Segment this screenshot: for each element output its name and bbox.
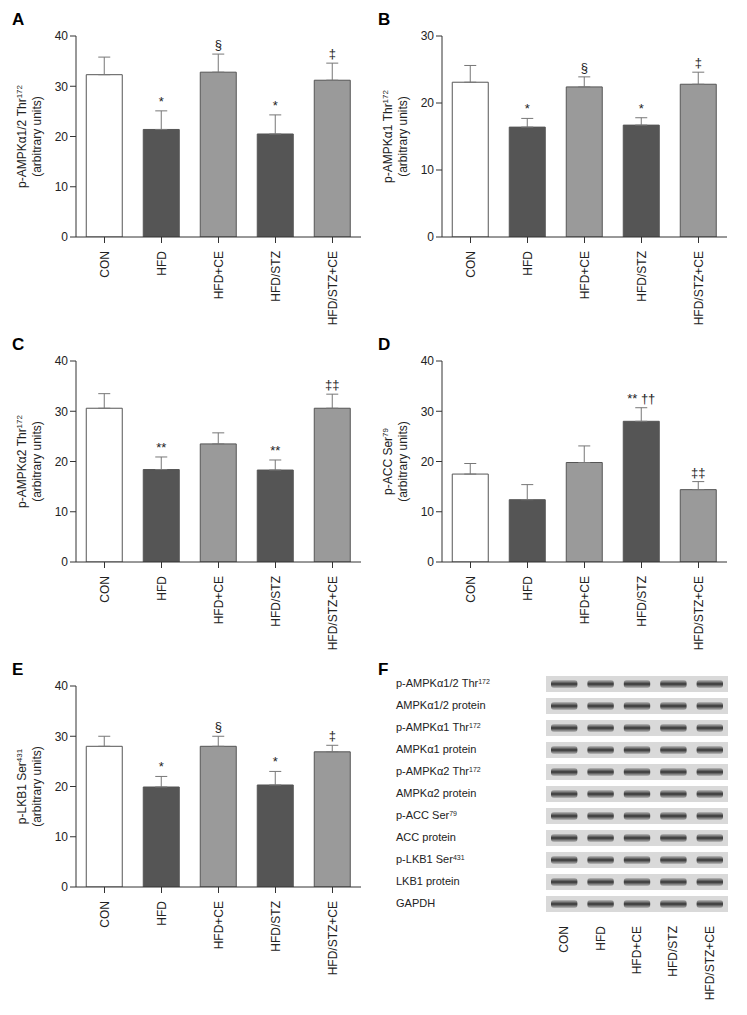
svg-text:HFD/STZ+CE: HFD/STZ+CE xyxy=(326,901,340,975)
svg-text:**: ** xyxy=(270,443,280,458)
svg-text:**: ** xyxy=(156,440,166,455)
svg-text:*: * xyxy=(525,101,530,116)
svg-text:‡: ‡ xyxy=(329,728,336,743)
svg-text:40: 40 xyxy=(55,29,69,43)
svg-text:AMPKα1/2 protein: AMPKα1/2 protein xyxy=(396,699,486,711)
svg-text:CON: CON xyxy=(464,251,478,278)
svg-text:p-AMPKα2 Thr172(arbitrary unit: p-AMPKα2 Thr172(arbitrary units) xyxy=(15,414,45,508)
svg-text:p-AMPKα1 Thr172: p-AMPKα1 Thr172 xyxy=(396,721,481,733)
svg-text:20: 20 xyxy=(55,780,69,794)
svg-text:0: 0 xyxy=(427,230,434,244)
svg-text:p-ACC Ser79(arbitrary units): p-ACC Ser79(arbitrary units) xyxy=(381,421,411,502)
svg-text:40: 40 xyxy=(55,354,69,368)
svg-text:20: 20 xyxy=(421,96,435,110)
svg-text:HFD+CE: HFD+CE xyxy=(212,576,226,624)
svg-text:*: * xyxy=(159,94,164,109)
svg-text:CON: CON xyxy=(98,576,112,603)
svg-text:§: § xyxy=(581,60,588,75)
svg-text:*: * xyxy=(273,98,278,113)
svg-text:20: 20 xyxy=(55,455,69,469)
svg-text:HFD: HFD xyxy=(155,576,169,601)
svg-text:40: 40 xyxy=(421,354,435,368)
html-text:C: C xyxy=(12,335,25,354)
svg-text:HFD/STZ: HFD/STZ xyxy=(269,251,283,302)
svg-text:30: 30 xyxy=(55,405,69,419)
svg-text:10: 10 xyxy=(421,505,435,519)
svg-text:CON: CON xyxy=(464,576,478,603)
svg-text:HFD: HFD xyxy=(155,251,169,276)
svg-text:*: * xyxy=(273,754,278,769)
svg-text:HFD: HFD xyxy=(521,251,535,276)
svg-text:HFD+CE: HFD+CE xyxy=(578,251,592,299)
svg-text:10: 10 xyxy=(55,505,69,519)
svg-text:§: § xyxy=(215,719,222,734)
svg-text:HFD: HFD xyxy=(521,576,535,601)
svg-text:AMPKα2 protein: AMPKα2 protein xyxy=(396,787,476,799)
svg-text:HFD/STZ+CE: HFD/STZ+CE xyxy=(692,576,706,650)
html-text:F: F xyxy=(378,660,389,679)
svg-text:‡: ‡ xyxy=(329,46,336,61)
svg-text:HFD/STZ: HFD/STZ xyxy=(269,576,283,627)
svg-text:p-LKB1 Ser431(arbitrary units): p-LKB1 Ser431(arbitrary units) xyxy=(15,746,45,827)
svg-text:CON: CON xyxy=(557,926,571,953)
svg-text:HFD+CE: HFD+CE xyxy=(630,926,644,974)
svg-text:HFD/STZ: HFD/STZ xyxy=(635,576,649,627)
svg-text:CON: CON xyxy=(98,901,112,928)
svg-text:20: 20 xyxy=(55,130,69,144)
svg-text:0: 0 xyxy=(61,555,68,569)
svg-text:10: 10 xyxy=(421,163,435,177)
svg-text:0: 0 xyxy=(61,880,68,894)
svg-text:*: * xyxy=(159,759,164,774)
svg-text:‡‡: ‡‡ xyxy=(691,465,705,480)
svg-text:p-AMPKα1/2 Thr172: p-AMPKα1/2 Thr172 xyxy=(396,677,490,689)
svg-text:HFD/STZ: HFD/STZ xyxy=(635,251,649,302)
svg-text:HFD/STZ+CE: HFD/STZ+CE xyxy=(326,251,340,325)
svg-text:10: 10 xyxy=(55,830,69,844)
svg-text:HFD/STZ+CE: HFD/STZ+CE xyxy=(703,926,717,1000)
svg-text:** ††: ** †† xyxy=(627,391,655,406)
svg-text:p-AMPKα1/2 Thr172(arbitrary un: p-AMPKα1/2 Thr172(arbitrary units) xyxy=(15,84,45,188)
svg-text:30: 30 xyxy=(55,730,69,744)
html-text:B: B xyxy=(378,10,391,29)
html-text:E: E xyxy=(12,660,24,679)
svg-text:0: 0 xyxy=(427,555,434,569)
svg-text:HFD: HFD xyxy=(594,926,608,951)
svg-text:ACC protein: ACC protein xyxy=(396,831,456,843)
svg-text:HFD: HFD xyxy=(155,901,169,926)
svg-text:GAPDH: GAPDH xyxy=(396,897,435,909)
svg-text:p-ACC Ser79: p-ACC Ser79 xyxy=(396,809,457,821)
svg-text:‡: ‡ xyxy=(695,55,702,70)
svg-text:p-AMPKα1 Thr172(arbitrary unit: p-AMPKα1 Thr172(arbitrary units) xyxy=(381,89,411,183)
svg-text:10: 10 xyxy=(55,180,69,194)
svg-text:30: 30 xyxy=(421,405,435,419)
svg-text:p-LKB1 Ser431: p-LKB1 Ser431 xyxy=(396,853,465,865)
html-text:A: A xyxy=(12,10,25,29)
svg-text:20: 20 xyxy=(421,455,435,469)
svg-text:§: § xyxy=(215,37,222,52)
svg-text:HFD/STZ: HFD/STZ xyxy=(269,901,283,952)
svg-text:HFD+CE: HFD+CE xyxy=(212,901,226,949)
svg-text:AMPKα1 protein: AMPKα1 protein xyxy=(396,743,476,755)
svg-text:30: 30 xyxy=(421,29,435,43)
svg-text:HFD/STZ+CE: HFD/STZ+CE xyxy=(692,251,706,325)
svg-text:30: 30 xyxy=(55,80,69,94)
svg-text:0: 0 xyxy=(61,230,68,244)
svg-text:*: * xyxy=(639,101,644,116)
svg-text:p-AMPKα2 Thr172: p-AMPKα2 Thr172 xyxy=(396,765,481,777)
svg-text:HFD/STZ+CE: HFD/STZ+CE xyxy=(326,576,340,650)
html-text:D: D xyxy=(378,335,391,354)
svg-text:HFD+CE: HFD+CE xyxy=(578,576,592,624)
svg-text:40: 40 xyxy=(55,679,69,693)
svg-text:LKB1 protein: LKB1 protein xyxy=(396,875,460,887)
svg-text:CON: CON xyxy=(98,251,112,278)
svg-text:HFD+CE: HFD+CE xyxy=(212,251,226,299)
svg-text:‡‡: ‡‡ xyxy=(325,377,339,392)
svg-text:HFD/STZ: HFD/STZ xyxy=(666,926,680,977)
